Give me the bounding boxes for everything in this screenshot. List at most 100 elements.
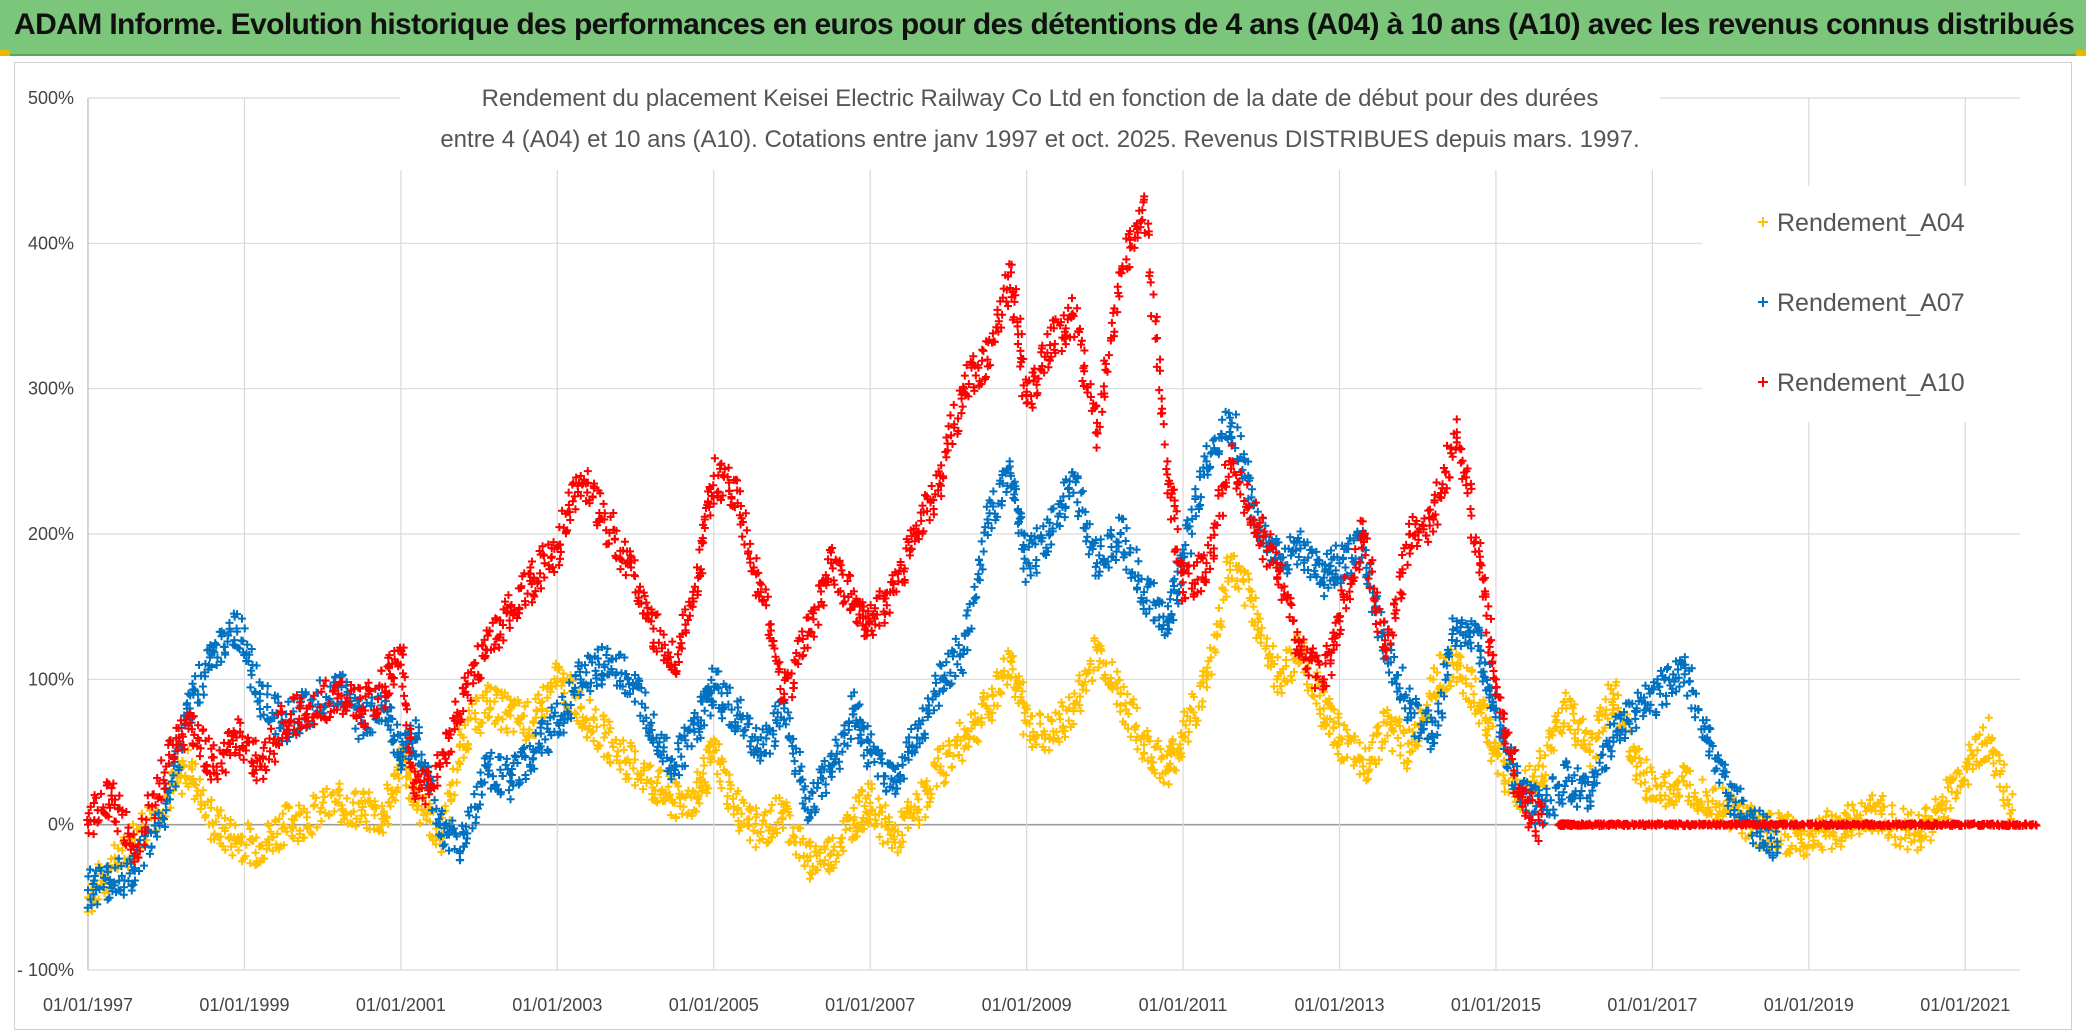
x-tick-label: 01/01/2019	[1764, 995, 1854, 1015]
data-point	[1878, 791, 1887, 800]
data-point	[259, 774, 268, 783]
data-point	[190, 685, 199, 694]
data-point	[1089, 666, 1098, 675]
data-point	[1573, 764, 1582, 773]
data-point	[464, 744, 473, 753]
data-point	[1635, 754, 1644, 763]
data-point	[393, 783, 402, 792]
data-point	[1262, 634, 1271, 643]
data-point	[362, 817, 371, 826]
data-point	[644, 762, 653, 771]
data-point	[836, 838, 845, 847]
data-point	[1058, 702, 1067, 711]
data-point	[717, 784, 726, 793]
data-point	[824, 865, 833, 874]
data-point	[927, 789, 936, 798]
data-point	[1396, 751, 1405, 760]
x-tick-label: 01/01/2007	[825, 995, 915, 1015]
data-point	[1213, 630, 1222, 639]
data-point	[698, 785, 707, 794]
data-point	[589, 713, 598, 722]
data-point	[877, 807, 886, 816]
data-point	[524, 733, 533, 742]
data-point	[934, 754, 943, 763]
data-point	[86, 865, 95, 874]
data-point	[195, 752, 204, 761]
data-point	[975, 555, 984, 564]
data-point	[988, 692, 997, 701]
report-banner-title: ADAM Informe. Evolution historique des p…	[14, 8, 2075, 41]
data-point	[1206, 643, 1215, 652]
data-point	[1184, 737, 1193, 746]
x-tick-label: 01/01/1999	[199, 995, 289, 1015]
data-point	[599, 721, 608, 730]
data-point	[999, 654, 1008, 663]
data-point	[1613, 691, 1622, 700]
data-point	[642, 598, 651, 607]
data-point	[478, 718, 487, 727]
data-point	[1270, 660, 1279, 669]
data-point	[1848, 800, 1857, 809]
data-point	[706, 741, 715, 750]
data-point	[566, 515, 575, 524]
data-point	[1225, 565, 1234, 574]
data-point	[377, 801, 386, 810]
data-point	[267, 724, 276, 733]
data-point	[523, 698, 532, 707]
data-point	[641, 688, 650, 697]
data-point	[606, 759, 615, 768]
data-point	[502, 724, 511, 733]
data-point	[948, 762, 957, 771]
data-point	[1073, 498, 1082, 507]
data-point	[570, 708, 579, 717]
data-point	[785, 811, 794, 820]
data-point	[379, 828, 388, 837]
data-point	[1632, 762, 1641, 771]
data-point	[1926, 836, 1935, 845]
data-point	[246, 859, 255, 868]
data-point	[1234, 584, 1243, 593]
data-point	[1124, 709, 1133, 718]
data-point	[370, 811, 379, 820]
y-tick-label: - 100%	[17, 960, 74, 980]
data-point	[494, 713, 503, 722]
data-point	[1326, 701, 1335, 710]
data-point	[1187, 549, 1196, 558]
data-point	[932, 782, 941, 791]
data-point	[1180, 707, 1189, 716]
data-point	[139, 861, 148, 870]
data-point	[1891, 840, 1900, 849]
data-point	[758, 835, 767, 844]
data-point	[184, 782, 193, 791]
data-point	[207, 795, 216, 804]
data-point	[1227, 574, 1236, 583]
data-point	[778, 813, 787, 822]
data-point	[294, 836, 303, 845]
data-point	[313, 823, 322, 832]
data-point	[915, 815, 924, 824]
data-point	[876, 803, 885, 812]
data-point	[1059, 722, 1068, 731]
data-point	[699, 769, 708, 778]
data-point	[707, 753, 716, 762]
data-point	[1211, 648, 1220, 657]
data-point	[715, 777, 724, 786]
data-point	[661, 788, 670, 797]
data-point	[289, 834, 298, 843]
data-point	[1393, 734, 1402, 743]
data-point	[771, 825, 780, 834]
data-point	[206, 803, 215, 812]
data-point	[325, 810, 334, 819]
data-point	[923, 694, 932, 703]
data-point	[1330, 705, 1339, 714]
data-point	[1896, 842, 1905, 851]
data-point	[604, 727, 613, 736]
data-point	[228, 851, 237, 860]
data-point	[1076, 692, 1085, 701]
data-point	[1636, 779, 1645, 788]
data-point	[532, 706, 541, 715]
data-point	[964, 742, 973, 751]
data-point	[1121, 720, 1130, 729]
data-point	[849, 803, 858, 812]
data-point	[1471, 674, 1480, 683]
